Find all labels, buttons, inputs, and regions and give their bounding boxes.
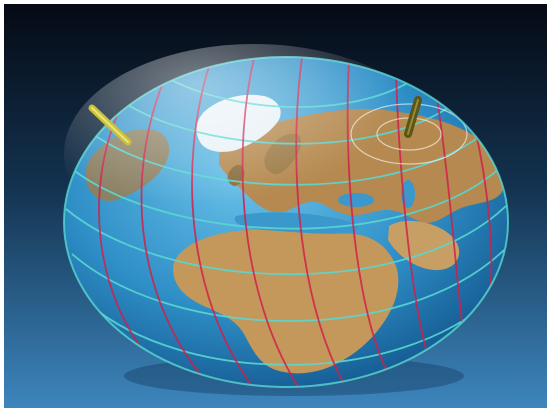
image-frame xyxy=(4,4,547,408)
arabia-land xyxy=(388,220,460,271)
axis-rod-left xyxy=(88,104,132,146)
globe xyxy=(63,44,509,388)
globe-shine xyxy=(64,44,444,264)
axis-rod-right xyxy=(404,96,422,138)
globe-illustration xyxy=(4,4,547,408)
africa-land xyxy=(173,229,399,374)
